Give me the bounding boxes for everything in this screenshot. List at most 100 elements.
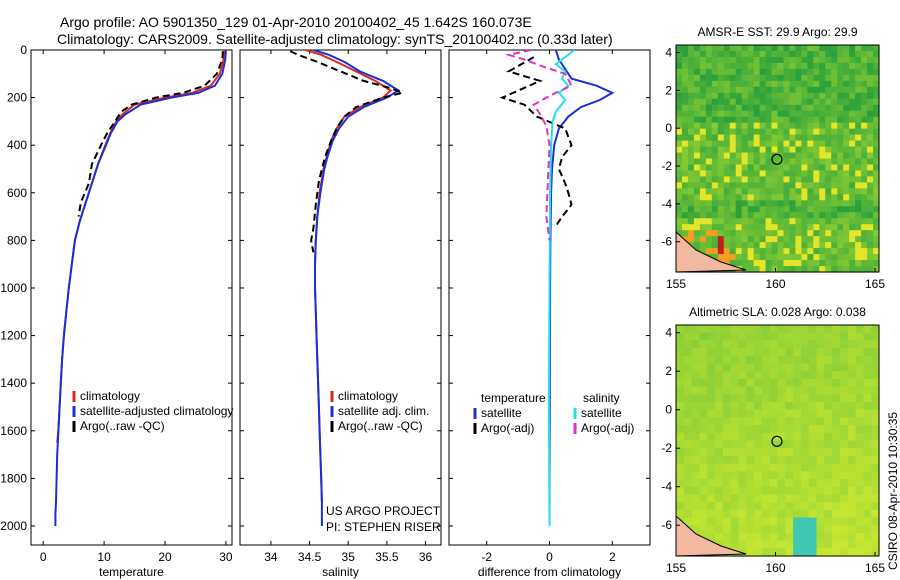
map-cell bbox=[676, 98, 683, 106]
map-cell bbox=[753, 206, 761, 213]
map-cell bbox=[771, 242, 779, 249]
map-cell bbox=[687, 176, 695, 183]
map-cell bbox=[759, 176, 767, 183]
map-cell bbox=[777, 502, 786, 511]
map-cell bbox=[807, 74, 814, 82]
map-cell bbox=[855, 50, 862, 58]
map-cell bbox=[813, 50, 820, 58]
map-cell bbox=[735, 230, 743, 237]
map-cell bbox=[825, 86, 832, 94]
map-cell bbox=[795, 56, 802, 64]
map-cell bbox=[816, 409, 825, 418]
map-cell bbox=[867, 116, 874, 124]
map-cell bbox=[747, 254, 755, 261]
project-label: US ARGO PROJECT bbox=[326, 504, 441, 518]
map-cell bbox=[843, 122, 850, 130]
map-cell bbox=[747, 45, 755, 52]
map-cell bbox=[699, 140, 707, 148]
map-cell bbox=[747, 140, 755, 148]
map-cell bbox=[741, 92, 749, 100]
map-cell bbox=[816, 325, 825, 334]
map-cell bbox=[705, 188, 713, 195]
map-cell bbox=[729, 104, 737, 112]
map-cell bbox=[861, 116, 868, 124]
map-cell bbox=[741, 260, 749, 267]
map-cell bbox=[825, 260, 832, 267]
map-cell bbox=[801, 260, 808, 267]
map-cell bbox=[873, 158, 880, 166]
map-cell bbox=[813, 56, 820, 64]
map-cell bbox=[783, 92, 791, 100]
map-cell bbox=[861, 50, 868, 58]
map-cell bbox=[753, 140, 761, 148]
map-cell bbox=[855, 158, 862, 166]
map-cell bbox=[824, 340, 833, 349]
map-cell bbox=[832, 378, 841, 388]
map-cell bbox=[808, 348, 818, 357]
map-cell bbox=[717, 176, 725, 183]
map-cell bbox=[754, 332, 763, 341]
map-cell bbox=[735, 122, 743, 130]
map-cell bbox=[735, 56, 743, 64]
map-cell bbox=[681, 218, 689, 225]
map-cell bbox=[769, 363, 779, 372]
map-cell bbox=[681, 50, 689, 58]
map-cell bbox=[843, 92, 850, 100]
map-cell bbox=[741, 242, 749, 249]
map-cell bbox=[693, 68, 701, 76]
map-cell bbox=[831, 248, 838, 255]
map-cell bbox=[754, 463, 763, 472]
map-cell bbox=[808, 432, 818, 442]
map-cell bbox=[863, 440, 872, 449]
map-cell bbox=[761, 548, 771, 557]
map-cell bbox=[676, 56, 683, 64]
map-cell bbox=[813, 122, 820, 130]
map-cell bbox=[699, 371, 708, 380]
map-cell bbox=[867, 194, 874, 201]
map-cell bbox=[715, 409, 724, 418]
map-cell bbox=[761, 509, 771, 519]
map-cell bbox=[722, 509, 732, 519]
map-cell bbox=[871, 502, 880, 511]
map-cell bbox=[808, 332, 818, 341]
map-cell bbox=[687, 92, 695, 100]
map-cell bbox=[729, 236, 737, 243]
map-cell bbox=[681, 134, 689, 142]
map-cell bbox=[761, 371, 771, 380]
map-cell bbox=[789, 110, 797, 118]
map-cell bbox=[777, 355, 786, 365]
map-cell bbox=[699, 50, 707, 58]
map-cell bbox=[722, 463, 732, 472]
map-cell bbox=[715, 502, 724, 511]
map-cell bbox=[765, 74, 773, 82]
map-cell bbox=[765, 212, 773, 219]
map-cell bbox=[837, 92, 844, 100]
map-cell bbox=[759, 104, 767, 112]
map-cell bbox=[735, 116, 743, 124]
map-cell bbox=[855, 98, 862, 106]
map-cell bbox=[819, 194, 826, 201]
map-cell bbox=[861, 152, 868, 160]
map-cell bbox=[867, 254, 874, 261]
map-cell bbox=[691, 502, 701, 511]
map-cell bbox=[771, 140, 779, 148]
map-cell bbox=[705, 74, 713, 82]
map-cell bbox=[808, 525, 818, 534]
map-cell bbox=[738, 348, 747, 357]
map-cell bbox=[813, 158, 820, 166]
map-cell bbox=[855, 134, 862, 142]
map-cell bbox=[789, 170, 797, 178]
map-cell bbox=[777, 386, 786, 395]
map-cell bbox=[730, 371, 740, 380]
map-cell bbox=[759, 146, 767, 154]
map-cell bbox=[693, 98, 701, 106]
map-cell bbox=[843, 74, 850, 82]
map-cell bbox=[759, 248, 767, 255]
map-cell bbox=[813, 206, 820, 213]
map-cell bbox=[867, 266, 874, 273]
map-cell bbox=[801, 86, 808, 94]
map-cell bbox=[808, 502, 818, 511]
map-cell bbox=[765, 218, 773, 225]
map-cell bbox=[717, 182, 725, 189]
map-cell bbox=[746, 517, 755, 526]
